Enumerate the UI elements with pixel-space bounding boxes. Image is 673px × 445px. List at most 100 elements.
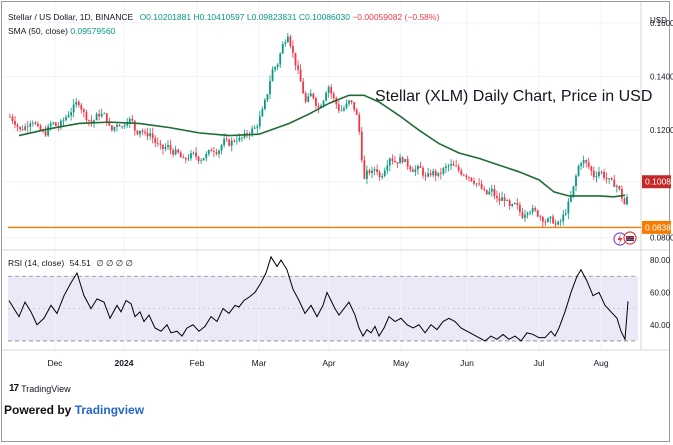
flag-stripe bbox=[626, 239, 634, 240]
sma-legend-value: 0.09579560 bbox=[70, 26, 116, 36]
tradingview-logo[interactable]: 17 TradingView bbox=[9, 383, 71, 394]
candle-body bbox=[271, 69, 274, 82]
candle-body bbox=[37, 123, 39, 127]
candle-body bbox=[598, 171, 600, 176]
candle-body bbox=[172, 150, 174, 155]
candle-body bbox=[368, 170, 371, 174]
candle-body bbox=[401, 157, 404, 163]
candle-body bbox=[103, 113, 106, 115]
candle-body bbox=[325, 92, 327, 101]
candle-body bbox=[554, 223, 557, 225]
candle-body bbox=[29, 123, 32, 127]
candle-body bbox=[169, 144, 172, 151]
candle-body bbox=[378, 172, 381, 178]
candle-body bbox=[345, 103, 348, 109]
candle-body bbox=[213, 151, 215, 153]
candle-body bbox=[177, 149, 180, 153]
candle-body bbox=[322, 100, 325, 106]
candle-body bbox=[615, 186, 618, 187]
candle-body bbox=[419, 166, 422, 168]
candle-body bbox=[128, 118, 131, 123]
candle-body bbox=[567, 201, 570, 214]
price-tick-label: 0.1200 bbox=[650, 126, 673, 135]
candle-body bbox=[391, 158, 394, 161]
symbol-title: Stellar / US Dollar, 1D, BINANCE bbox=[8, 12, 134, 22]
sma-legend[interactable]: SMA (50, close) 0.09579560 bbox=[8, 26, 115, 36]
candle-body bbox=[182, 157, 185, 159]
candle-body bbox=[85, 111, 88, 121]
candle-body bbox=[592, 170, 595, 177]
candle-body bbox=[52, 122, 55, 124]
candle-body bbox=[200, 160, 203, 162]
candle-body bbox=[603, 171, 605, 178]
candle-body bbox=[230, 140, 233, 146]
candle-body bbox=[151, 133, 154, 139]
candle-body bbox=[197, 156, 200, 162]
candle-body bbox=[14, 121, 16, 125]
candle-body bbox=[162, 144, 164, 149]
candle-body bbox=[192, 152, 195, 154]
grid-lines bbox=[2, 2, 641, 350]
candle-body bbox=[564, 213, 567, 215]
candle-body bbox=[95, 113, 98, 121]
rsi-legend[interactable]: RSI (14, close) 54.51 ∅ ∅ ∅ ∅ bbox=[8, 258, 133, 268]
candle-body bbox=[330, 87, 333, 94]
candle-body bbox=[490, 188, 493, 192]
candle-body bbox=[332, 93, 335, 98]
lightning-icon bbox=[617, 234, 623, 244]
candle-body bbox=[100, 113, 103, 117]
candle-body bbox=[126, 122, 129, 126]
time-tick-label: Jul bbox=[534, 358, 545, 368]
candle-body bbox=[381, 175, 384, 178]
candle-body bbox=[286, 36, 289, 43]
ohlc-open: O0.10201881 bbox=[139, 12, 192, 22]
candle-body bbox=[256, 126, 259, 128]
candle-body bbox=[516, 203, 519, 205]
candle-body bbox=[297, 65, 299, 70]
candle-body bbox=[111, 125, 113, 131]
candle-body bbox=[276, 64, 279, 68]
ohlc-change: −0.00059082 (−0.58%) bbox=[352, 12, 440, 22]
candle-body bbox=[225, 138, 228, 140]
candle-body bbox=[327, 87, 330, 93]
candle-body bbox=[493, 188, 496, 196]
candle-body bbox=[167, 144, 169, 148]
candle-body bbox=[190, 153, 192, 159]
candle-body bbox=[235, 140, 238, 142]
candle-body bbox=[383, 170, 386, 176]
candle-body bbox=[294, 52, 297, 66]
candle-body bbox=[233, 140, 236, 142]
rsi-legend-value: 54.51 bbox=[69, 258, 91, 268]
candle-body bbox=[360, 131, 363, 161]
candle-body bbox=[503, 197, 506, 201]
candle-body bbox=[62, 120, 65, 121]
candle-body bbox=[506, 200, 509, 202]
rsi-tick-label: 60.00 bbox=[650, 288, 671, 297]
candle-body bbox=[312, 93, 315, 98]
candle-body bbox=[460, 170, 463, 175]
candle-body bbox=[613, 179, 616, 187]
rsi-legend-label: RSI (14, close) bbox=[8, 258, 65, 268]
candle-body bbox=[417, 166, 419, 170]
candle-body bbox=[478, 183, 480, 185]
candle-body bbox=[373, 169, 376, 171]
powered-by-brand: Tradingview bbox=[74, 403, 145, 417]
candle-body bbox=[67, 115, 70, 118]
sma-line bbox=[18, 94, 626, 198]
candle-body bbox=[388, 158, 391, 166]
candle-body bbox=[439, 172, 442, 174]
candle-body bbox=[457, 166, 460, 171]
candle-body bbox=[501, 197, 503, 201]
candle-body bbox=[473, 180, 475, 184]
candle-body bbox=[552, 216, 554, 224]
candle-body bbox=[24, 126, 27, 130]
candle-body bbox=[355, 109, 358, 115]
candle-body bbox=[253, 127, 256, 129]
candle-body bbox=[519, 204, 521, 213]
candle-body bbox=[39, 126, 42, 131]
powered-by: Powered by Tradingview bbox=[4, 403, 144, 417]
flag-icon bbox=[626, 236, 634, 241]
candle-body bbox=[77, 101, 80, 106]
event-icons[interactable] bbox=[613, 231, 637, 246]
